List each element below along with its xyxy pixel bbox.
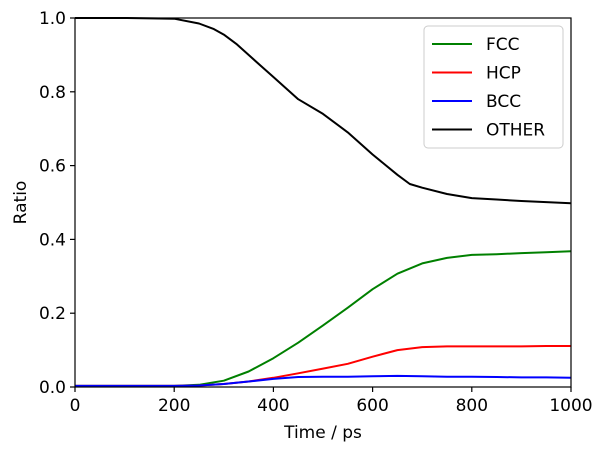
series-line-bcc [75, 374, 572, 387]
y-tick-label: 0.2 [39, 304, 66, 324]
x-tick-label: 0 [70, 396, 81, 416]
x-tick-label: 800 [456, 396, 488, 416]
y-tick-label: 0.4 [39, 230, 66, 250]
x-tick-label: 1000 [549, 396, 592, 416]
series-line-hcp [75, 345, 571, 387]
y-tick-label: 0.6 [39, 157, 66, 177]
x-tick-label: 200 [158, 396, 190, 416]
series-line-other [75, 17, 572, 205]
legend-label-other: OTHER [486, 121, 545, 141]
axis-ticks: 0 200 400 600 800 1000 0.0 0.2 0.4 0.6 0.8 1.0 [39, 9, 593, 416]
series-line-fcc [75, 250, 572, 387]
legend-label-fcc: FCC [486, 35, 520, 55]
plot-lines [75, 17, 572, 387]
x-tick-label: 400 [257, 396, 289, 416]
x-axis-label: Time / ps [283, 423, 362, 443]
legend-label-hcp: HCP [486, 64, 521, 84]
legend-box [423, 25, 564, 149]
y-tick-label: 1.0 [39, 9, 66, 29]
y-axis-label: Ratio [11, 181, 31, 225]
x-tick-label: 600 [356, 396, 388, 416]
legend: FCC HCP BCC OTHER [423, 25, 564, 149]
y-tick-label: 0.8 [39, 83, 66, 103]
plot-frame [74, 17, 572, 388]
y-tick-label: 0.0 [39, 378, 66, 398]
legend-label-bcc: BCC [486, 92, 521, 112]
